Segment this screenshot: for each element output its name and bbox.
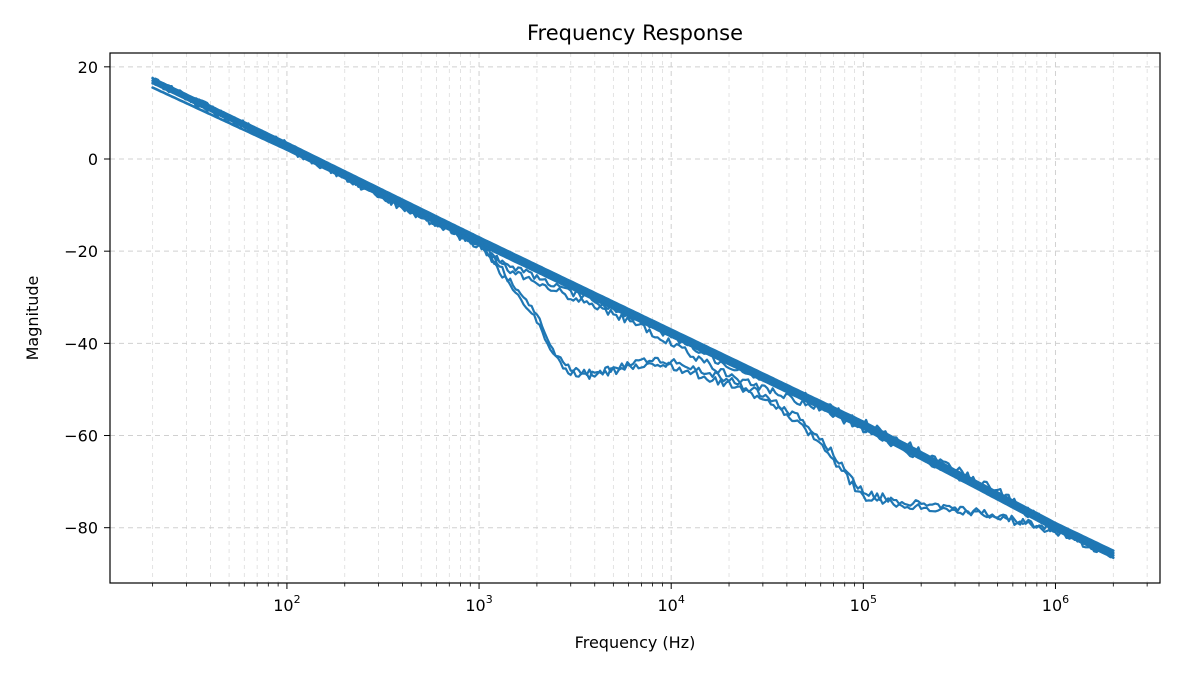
x-tick-label: 105 — [850, 593, 877, 615]
y-tick-label: 0 — [88, 150, 98, 169]
y-axis-label: Magnitude — [23, 276, 42, 361]
y-tick-label: 20 — [78, 58, 98, 77]
x-tick-label-base: 10 — [273, 596, 293, 615]
x-tick-label-base: 10 — [465, 596, 485, 615]
chart-title: Frequency Response — [527, 21, 743, 45]
x-tick-label-exponent: 3 — [486, 593, 493, 606]
x-tick-label-exponent: 5 — [870, 593, 877, 606]
series-line-8 — [151, 77, 1115, 559]
x-tick-label-base: 10 — [850, 596, 870, 615]
x-tick-label-base: 10 — [1042, 596, 1062, 615]
y-tick-label: −60 — [64, 427, 98, 446]
x-tick-label-exponent: 2 — [294, 593, 301, 606]
y-tick-label: −40 — [64, 334, 98, 353]
plot-frame — [109, 52, 1161, 584]
x-axis-label: Frequency (Hz) — [575, 633, 696, 652]
x-tick-label-exponent: 4 — [678, 593, 685, 606]
y-tick-label: −80 — [64, 519, 98, 538]
series-layer — [151, 76, 1115, 559]
x-tick-label: 106 — [1042, 593, 1069, 615]
x-tick-label-base: 10 — [658, 596, 678, 615]
x-tick-label: 103 — [465, 593, 492, 615]
x-tick-label: 104 — [658, 593, 685, 615]
series-line-5 — [151, 76, 1115, 557]
x-tick-label: 102 — [273, 593, 300, 615]
x-tick-label-exponent: 6 — [1062, 593, 1069, 606]
y-tick-label: −20 — [64, 242, 98, 261]
